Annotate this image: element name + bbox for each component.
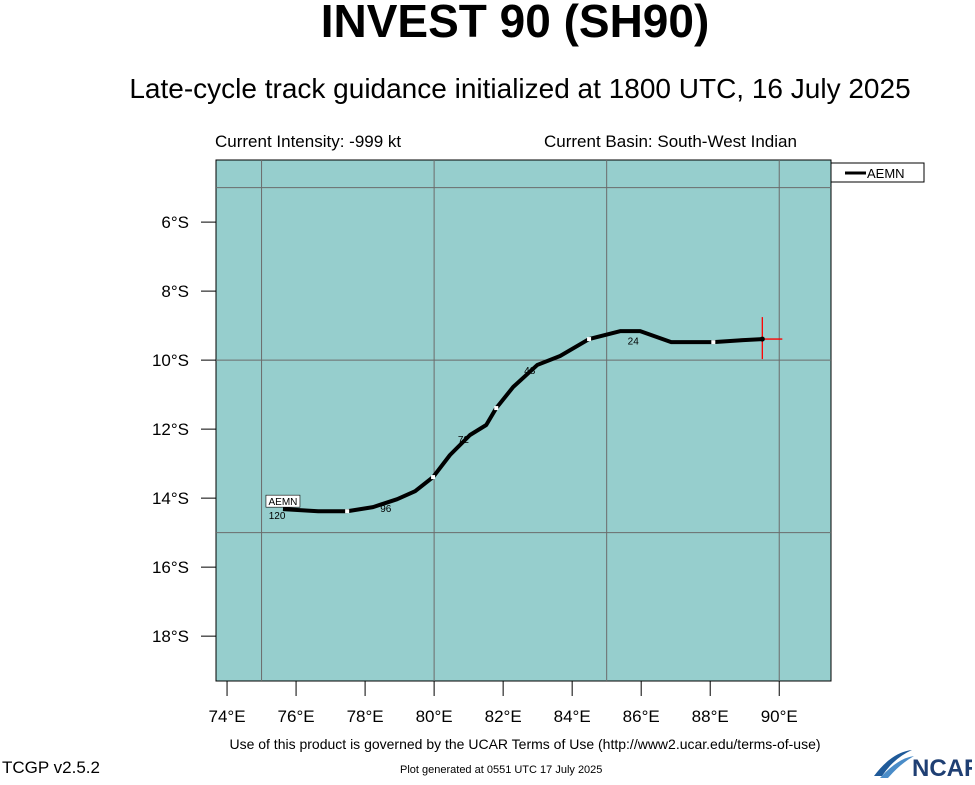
x-tick-label: 80°E (416, 707, 453, 726)
forecast-hour-label: 24 (628, 337, 640, 348)
track-marker (345, 509, 350, 514)
track-name-label: AEMN (268, 497, 297, 508)
terms-of-use: Use of this product is governed by the U… (229, 736, 821, 752)
x-tick-label: 84°E (554, 707, 591, 726)
forecast-hour-label: 96 (380, 504, 392, 515)
plot-area (215, 159, 832, 682)
x-tick-label: 88°E (692, 707, 729, 726)
y-tick-label: 16°S (152, 558, 189, 577)
track-start-point (759, 336, 765, 342)
x-tick-label: 82°E (485, 707, 522, 726)
track-marker (587, 337, 592, 342)
track-marker (494, 406, 499, 411)
y-tick-label: 14°S (152, 489, 189, 508)
version-label: TCGP v2.5.2 (2, 758, 100, 777)
svg-text:NCAR: NCAR (912, 755, 972, 780)
y-tick-label: 18°S (152, 627, 189, 646)
grid (216, 160, 831, 681)
forecast-hour-label: 120 (269, 511, 286, 522)
current-basin: Current Basin: South-West Indian (544, 132, 797, 151)
axes: 74°E 76°E 78°E 80°E 82°E 84°E 86°E 88°E 90°E 6°S 8… (152, 213, 798, 726)
track-marker (431, 475, 436, 480)
forecast-hour-label: 48 (524, 366, 536, 377)
x-tick-label: 90°E (761, 707, 798, 726)
y-tick-label: 8°S (161, 282, 189, 301)
x-tick-label: 86°E (623, 707, 660, 726)
chart-subtitle: Late-cycle track guidance initialized at… (129, 73, 911, 104)
forecast-hour-label: 72 (458, 435, 470, 446)
track-name-box (265, 494, 301, 508)
y-tick-label: 6°S (161, 213, 189, 232)
x-tick-label: 74°E (209, 707, 246, 726)
legend-label: AEMN (867, 166, 905, 181)
y-tick-label: 10°S (152, 351, 189, 370)
current-intensity: Current Intensity: -999 kt (215, 132, 402, 151)
chart-title: INVEST 90 (SH90) (320, 0, 710, 47)
ncar-logo: NCAR (872, 748, 975, 785)
track-marker (711, 340, 716, 345)
generated-timestamp: Plot generated at 0551 UTC 17 July 2025 (400, 764, 603, 776)
x-tick-label: 76°E (278, 707, 315, 726)
tracks: 24 48 72 96 120 AEMN (265, 317, 783, 522)
y-tick-label: 12°S (152, 420, 189, 439)
x-tick-label: 78°E (347, 707, 384, 726)
legend: AEMN (830, 162, 925, 183)
